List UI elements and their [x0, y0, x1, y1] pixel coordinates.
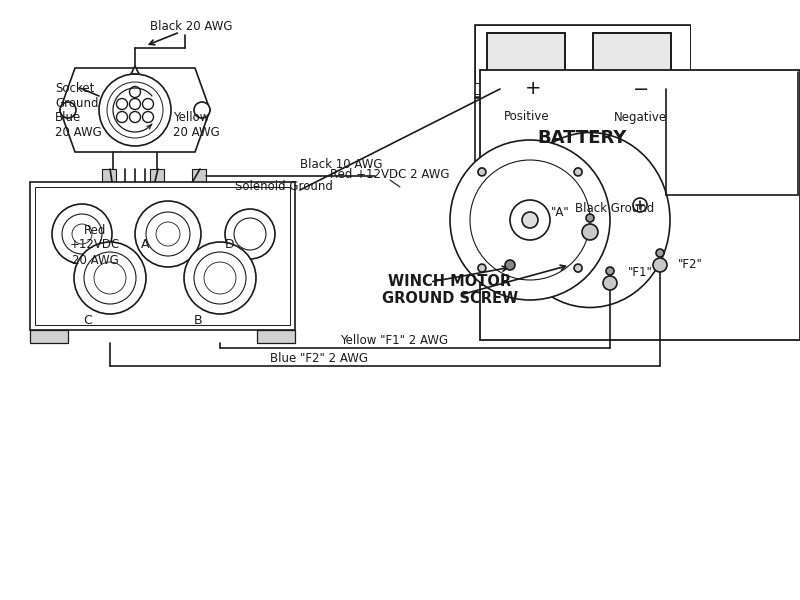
Bar	[487, 33, 565, 77]
Text: Yellow "F1" 2 AWG: Yellow "F1" 2 AWG	[340, 334, 448, 346]
Text: Black 10 AWG: Black 10 AWG	[300, 157, 382, 170]
Text: Blue "F2" 2 AWG: Blue "F2" 2 AWG	[270, 352, 368, 364]
Text: Negative: Negative	[614, 110, 666, 124]
Text: "F2": "F2"	[678, 259, 703, 271]
Circle shape	[470, 160, 590, 280]
Circle shape	[653, 258, 667, 272]
Circle shape	[62, 214, 102, 254]
Text: Black Ground: Black Ground	[575, 202, 654, 214]
Circle shape	[130, 86, 141, 97]
Circle shape	[156, 222, 180, 246]
Circle shape	[478, 264, 486, 272]
Bar	[192, 169, 206, 182]
Text: Blue
20 AWG: Blue 20 AWG	[55, 111, 102, 139]
Circle shape	[478, 168, 486, 176]
Circle shape	[72, 224, 92, 244]
Circle shape	[450, 140, 610, 300]
Circle shape	[489, 78, 511, 100]
Text: WINCH MOTOR
GROUND SCREW: WINCH MOTOR GROUND SCREW	[382, 274, 518, 306]
Text: "A": "A"	[550, 205, 570, 218]
Circle shape	[142, 98, 154, 109]
Circle shape	[522, 212, 538, 228]
Circle shape	[194, 102, 210, 118]
Ellipse shape	[510, 133, 670, 307]
Text: "F1": "F1"	[628, 266, 653, 280]
Circle shape	[107, 82, 163, 138]
Circle shape	[574, 264, 582, 272]
Bar	[35, 187, 290, 325]
Circle shape	[204, 262, 236, 294]
Circle shape	[603, 276, 617, 290]
Circle shape	[225, 209, 275, 259]
Polygon shape	[131, 66, 139, 74]
Text: A: A	[141, 238, 150, 251]
Circle shape	[194, 252, 246, 304]
Circle shape	[146, 212, 190, 256]
Text: Positive: Positive	[504, 110, 550, 124]
Circle shape	[655, 78, 677, 100]
Circle shape	[606, 267, 614, 275]
Circle shape	[633, 198, 647, 212]
Circle shape	[510, 200, 550, 240]
Text: D: D	[225, 238, 235, 251]
Text: Red +12VDC 2 AWG: Red +12VDC 2 AWG	[330, 169, 450, 181]
Bar	[593, 33, 671, 77]
Text: BATTERY: BATTERY	[538, 129, 626, 147]
Circle shape	[184, 242, 256, 314]
Bar	[30, 182, 295, 330]
Circle shape	[84, 252, 136, 304]
Circle shape	[52, 204, 112, 264]
Circle shape	[60, 102, 76, 118]
Bar	[480, 70, 800, 340]
Bar	[593, 33, 671, 77]
Circle shape	[586, 214, 594, 222]
Circle shape	[135, 201, 201, 267]
Polygon shape	[60, 68, 210, 152]
Text: C: C	[84, 313, 92, 326]
Bar	[475, 25, 690, 190]
Text: −: −	[633, 79, 650, 98]
Bar	[487, 33, 565, 77]
Text: Yellow
20 AWG: Yellow 20 AWG	[173, 111, 220, 139]
Circle shape	[94, 262, 126, 294]
Circle shape	[117, 98, 127, 109]
Circle shape	[74, 242, 146, 314]
Bar	[475, 25, 690, 83]
Bar	[257, 330, 295, 343]
Text: Solenoid Ground: Solenoid Ground	[235, 179, 333, 193]
Text: +: +	[525, 79, 542, 98]
Circle shape	[656, 249, 664, 257]
Circle shape	[505, 260, 515, 270]
Circle shape	[582, 224, 598, 240]
Circle shape	[234, 218, 266, 250]
Circle shape	[130, 98, 141, 109]
Bar	[30, 330, 68, 343]
Circle shape	[117, 112, 127, 122]
Circle shape	[99, 74, 171, 146]
Bar	[150, 169, 164, 182]
Circle shape	[574, 168, 582, 176]
Text: Socket
Ground: Socket Ground	[55, 82, 98, 110]
Text: Red
+12VDC
20 AWG: Red +12VDC 20 AWG	[70, 223, 120, 266]
Text: Black 20 AWG: Black 20 AWG	[150, 20, 233, 34]
Circle shape	[130, 112, 141, 122]
Bar	[102, 169, 116, 182]
Circle shape	[142, 112, 154, 122]
Text: B: B	[194, 313, 202, 326]
